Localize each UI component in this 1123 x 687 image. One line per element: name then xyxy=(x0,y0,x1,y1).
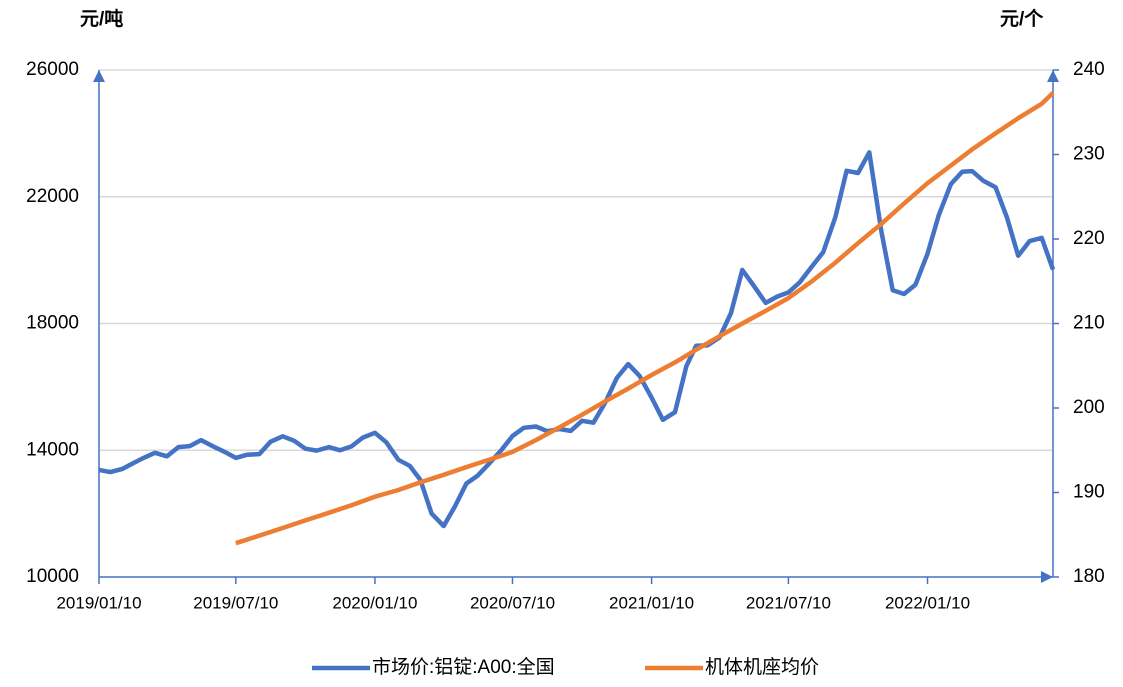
y-tick-label: 14000 xyxy=(26,439,79,460)
y2-tick-label: 220 xyxy=(1073,228,1105,249)
x-tick-label: 2021/07/10 xyxy=(746,593,831,612)
series-line xyxy=(98,150,1056,529)
y-axis-arrow xyxy=(93,70,105,82)
series-line xyxy=(235,91,1055,546)
legend-label: 市场价:铝锭:A00:全国 xyxy=(372,656,555,678)
x-tick-label: 2020/01/10 xyxy=(332,593,417,612)
y2-tick-label: 190 xyxy=(1073,482,1105,503)
y2-axis-arrow xyxy=(1047,70,1059,82)
y-tick-label: 18000 xyxy=(26,313,79,334)
y-tick-label: 22000 xyxy=(26,186,79,207)
x-tick-label: 2019/07/10 xyxy=(193,593,278,612)
x-tick-label: 2021/01/10 xyxy=(609,593,694,612)
x-tick-label: 2022/01/10 xyxy=(885,593,970,612)
y2-tick-label: 200 xyxy=(1073,397,1105,418)
x-axis-arrow xyxy=(1041,571,1053,583)
y-tick-label: 10000 xyxy=(26,566,79,587)
right-unit: 元/个 xyxy=(1000,8,1044,30)
y-tick-label: 26000 xyxy=(26,59,79,80)
x-tick-label: 2020/07/10 xyxy=(470,593,555,612)
y2-tick-label: 230 xyxy=(1073,144,1105,165)
y2-tick-label: 180 xyxy=(1073,566,1105,587)
left-unit: 元/吨 xyxy=(80,7,123,30)
y2-tick-label: 210 xyxy=(1073,313,1105,334)
x-tick-label: 2019/01/10 xyxy=(56,593,141,612)
y2-tick-label: 240 xyxy=(1073,59,1105,80)
legend-label: 机体机座均价 xyxy=(705,656,819,678)
